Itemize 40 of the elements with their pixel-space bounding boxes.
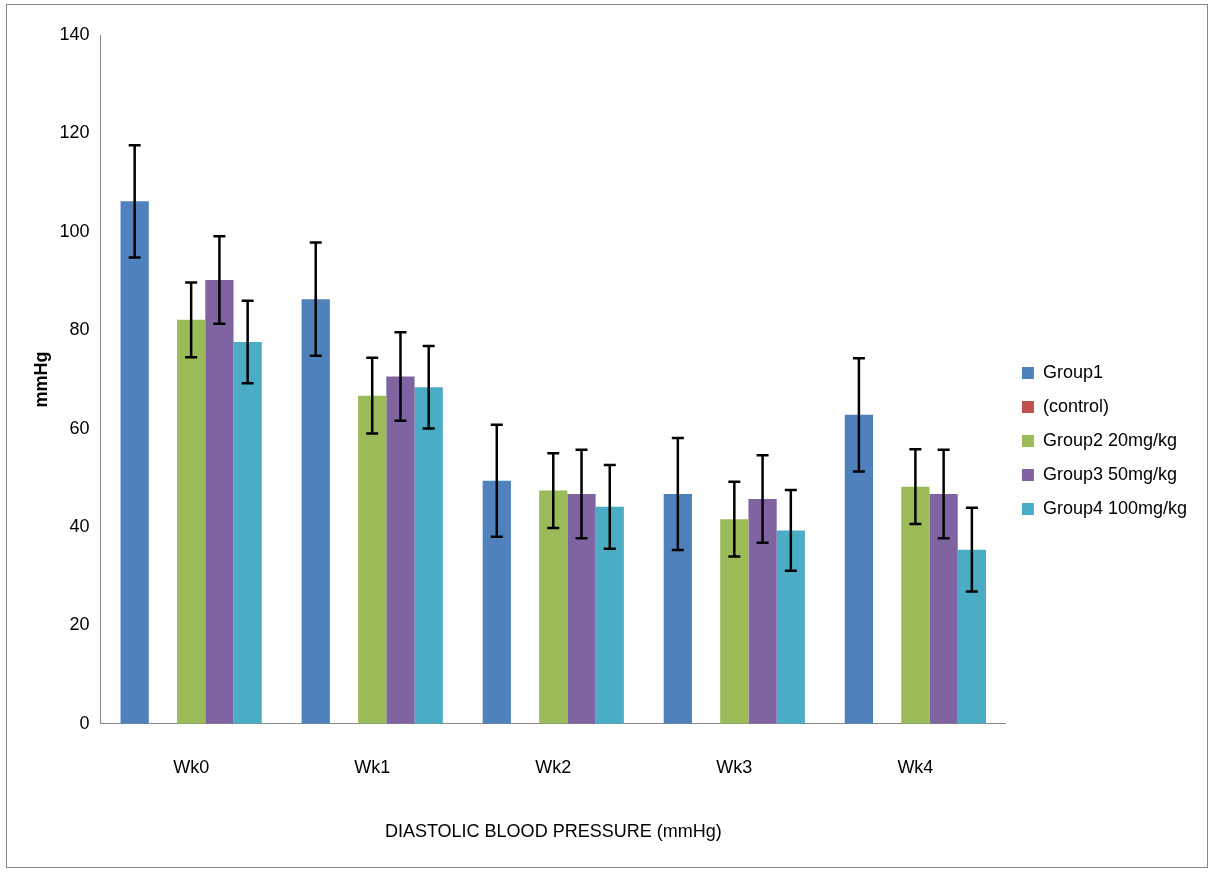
- bar: [482, 480, 511, 724]
- bar: [358, 395, 387, 724]
- y-tick-label: 20: [69, 614, 90, 635]
- y-tick-label: 0: [79, 712, 90, 733]
- x-axis-title: DIASTOLIC BLOOD PRESSURE (mmHg): [384, 821, 722, 842]
- legend-label: Group4 100mg/kg: [1042, 497, 1188, 518]
- x-tick-label: Wk0: [173, 756, 210, 777]
- y-tick-label: 140: [59, 23, 90, 44]
- bar: [205, 280, 234, 724]
- bar: [844, 414, 874, 724]
- bar: [957, 549, 986, 724]
- y-tick-label: 40: [69, 515, 90, 536]
- bar: [539, 490, 568, 724]
- y-tick-label: 80: [69, 319, 90, 340]
- y-tick-label: 60: [69, 417, 90, 438]
- bar: [929, 494, 958, 724]
- bar: [595, 506, 624, 724]
- bar: [301, 299, 330, 724]
- bar: [386, 376, 415, 724]
- legend-label: (control): [1042, 395, 1109, 416]
- y-tick-label: 120: [59, 122, 90, 143]
- bar: [177, 319, 206, 724]
- bar: [233, 342, 262, 724]
- bar: [748, 498, 777, 724]
- bar: [720, 519, 749, 724]
- x-tick-label: Wk2: [535, 756, 572, 777]
- bar: [901, 486, 930, 724]
- legend-label: Group3 50mg/kg: [1042, 463, 1177, 484]
- x-tick-label: Wk3: [716, 756, 753, 777]
- bar: [567, 494, 596, 724]
- bar: [776, 530, 805, 724]
- legend-label: Group1: [1042, 361, 1103, 382]
- y-tick-label: 100: [59, 220, 90, 241]
- y-axis-title: mmHg: [30, 351, 51, 408]
- bar: [120, 201, 149, 724]
- x-tick-label: Wk4: [897, 756, 934, 777]
- x-tick-label: Wk1: [354, 756, 391, 777]
- legend-label: Group2 20mg/kg: [1042, 429, 1177, 450]
- bar: [414, 387, 443, 724]
- bar: [663, 494, 692, 724]
